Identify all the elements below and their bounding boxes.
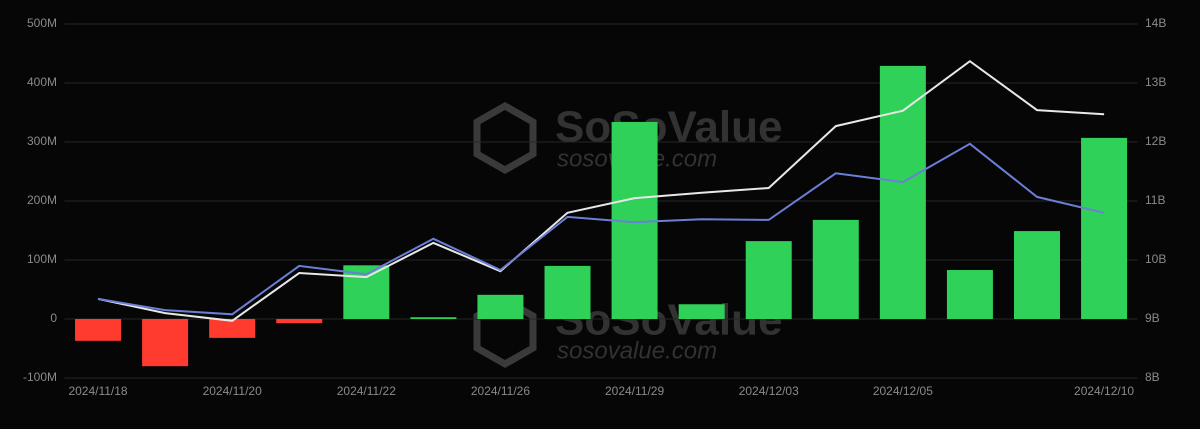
bar — [1013, 231, 1060, 319]
bar — [1081, 137, 1128, 319]
watermark-site: sosovalue.com — [557, 337, 717, 364]
x-tick-label: 2024/11/29 — [605, 384, 664, 398]
y2-tick-label: 13B — [1145, 75, 1166, 89]
x-tick-label: 2024/11/26 — [471, 384, 530, 398]
y2-tick-label: 12B — [1145, 134, 1166, 148]
watermark-brand: SoSoValue — [555, 103, 782, 152]
bar — [544, 265, 591, 319]
bar — [812, 219, 859, 319]
y2-tick-label: 14B — [1145, 16, 1166, 30]
watermark: SoSoValue sosovalue.com SoSoValue sosova… — [473, 101, 782, 369]
y-tick-label: 300M — [27, 134, 57, 148]
y-tick-label: -100M — [23, 370, 57, 384]
line — [97, 59, 1105, 322]
y-tick-label: 500M — [27, 16, 57, 30]
bar — [410, 317, 457, 319]
watermark-brand: SoSoValue — [555, 296, 782, 345]
y-tick-label: 0 — [50, 311, 57, 325]
x-tick-label: 2024/12/10 — [1074, 384, 1134, 398]
bar — [142, 319, 189, 367]
y2-tick-label: 11B — [1145, 193, 1165, 207]
y2-tick-label: 10B — [1145, 252, 1166, 266]
bar — [678, 304, 725, 319]
y2-tick-label: 8B — [1145, 370, 1160, 384]
bar — [879, 65, 926, 319]
watermark-logo — [473, 101, 537, 369]
bar — [745, 241, 792, 319]
y-tick-label: 100M — [27, 252, 57, 266]
x-tick-label: 2024/12/03 — [739, 384, 799, 398]
y-tick-label: 400M — [27, 75, 57, 89]
bar — [75, 319, 122, 341]
x-tick-label: 2024/11/20 — [203, 384, 262, 398]
y2-tick-label: 9B — [1145, 311, 1160, 325]
line — [97, 142, 1105, 316]
y-tick-label: 200M — [27, 193, 57, 207]
x-tick-label: 2024/12/05 — [873, 384, 933, 398]
bar — [946, 270, 993, 319]
bar — [477, 294, 524, 319]
bar — [209, 319, 256, 338]
x-tick-label: 2024/11/18 — [68, 384, 127, 398]
bar — [276, 319, 323, 324]
x-tick-label: 2024/11/22 — [337, 384, 396, 398]
